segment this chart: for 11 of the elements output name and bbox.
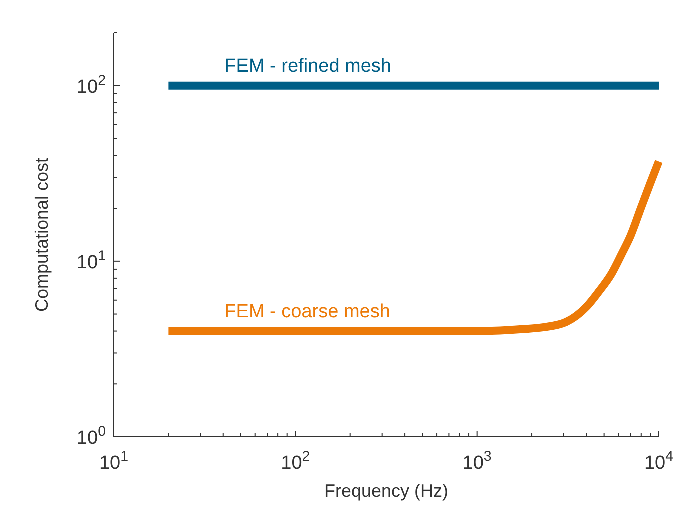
x-tick-label: 10$^{3}$	[462, 449, 492, 474]
x-tick-label: 10$^{4}$	[644, 449, 674, 474]
x-tick-label: 10$^{1}$	[99, 449, 129, 474]
series-label: FEM - refined mesh	[224, 56, 392, 77]
y-tick-label: 10$^{2}$	[76, 72, 106, 98]
y-axis-title: Computational cost	[32, 158, 52, 312]
x-tick-label: 10$^{2}$	[281, 449, 310, 474]
y-tick-label: 10$^{1}$	[76, 248, 106, 274]
y-tick-label: 10$^{0}$	[76, 424, 106, 449]
series-label: FEM - coarse mesh	[224, 301, 390, 322]
x-axis-title: Frequency (Hz)	[324, 481, 449, 501]
